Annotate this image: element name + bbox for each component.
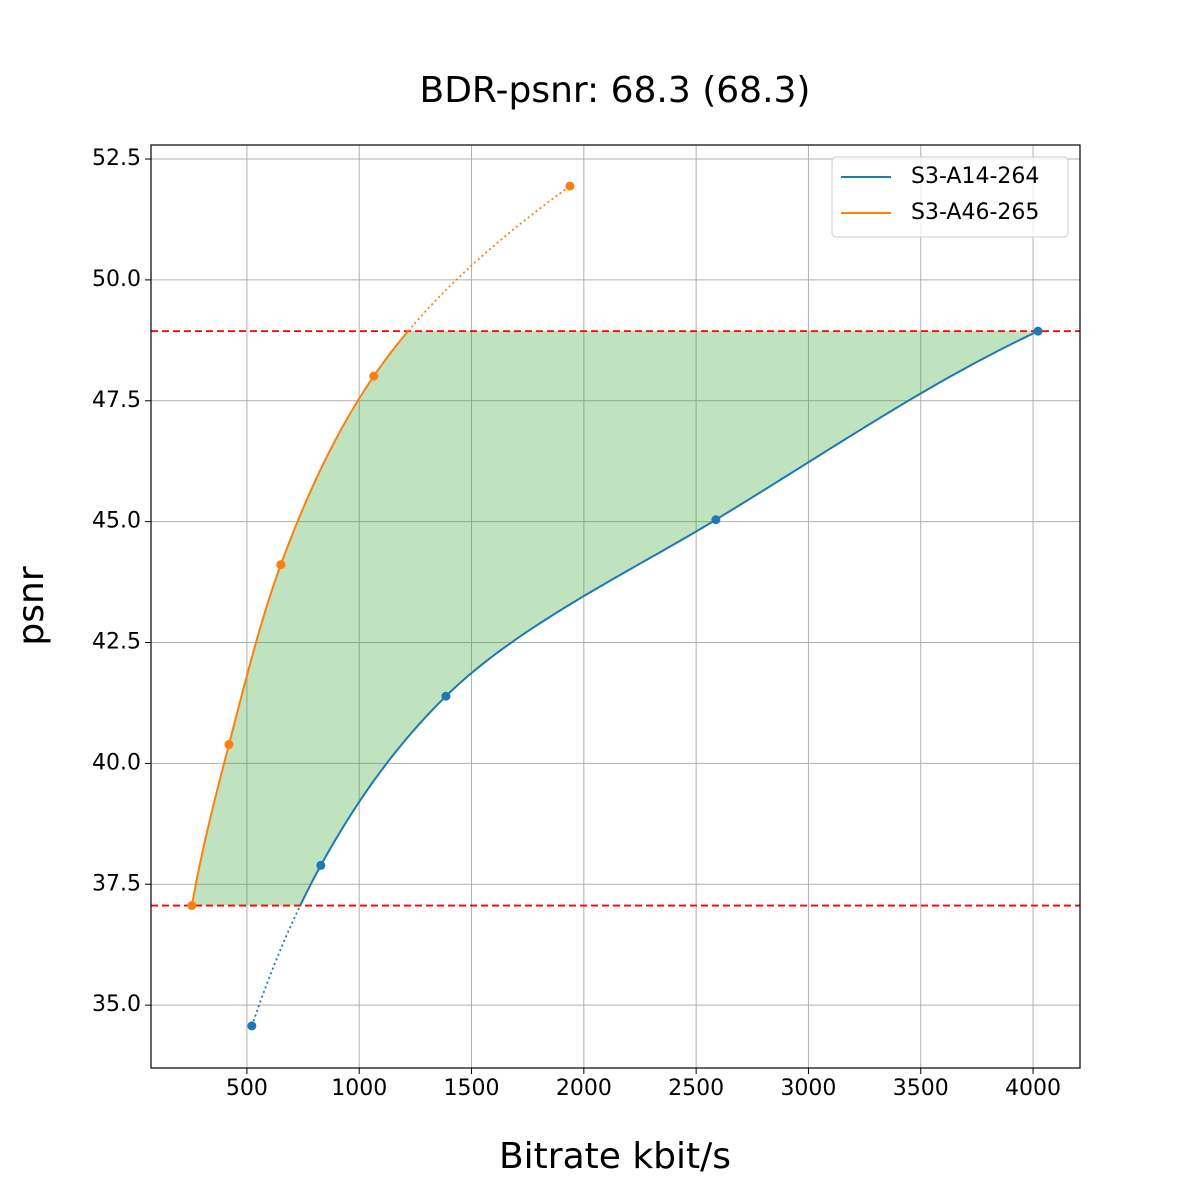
fit-curve [190,330,409,906]
legend-label: S3-A46-265 [911,200,1039,225]
y-tick-label: 45.0 [92,509,141,534]
x-tick-label: 3000 [780,1076,836,1101]
data-point [224,740,234,750]
plot-area [151,181,1080,1031]
bd-area [191,331,1038,906]
data-point [316,860,326,870]
grid [151,145,1080,1068]
data-point [1033,326,1043,336]
legend-label: S3-A14-264 [911,164,1039,189]
x-tick-label: 2500 [668,1076,724,1101]
x-tick-label: 4000 [1005,1076,1061,1101]
y-tick-label: 37.5 [92,871,141,896]
data-point [276,560,286,570]
data-point [711,515,721,525]
x-tick-label: 3500 [893,1076,949,1101]
data-point [441,691,451,701]
y-axis-label: psnr [11,566,52,645]
data-point [247,1021,257,1031]
axes-frame [150,144,1081,1069]
x-axis-label: Bitrate kbit/s [499,1136,731,1177]
x-tick-label: 500 [226,1076,268,1101]
y-tick-label: 52.5 [92,146,141,171]
fit-curve [299,330,1039,906]
y-tick-label: 40.0 [92,750,141,775]
fit-curve-extrapolated [407,185,571,332]
data-point [369,371,379,381]
fit-curve-extrapolated [250,905,302,1027]
data-point [565,181,575,191]
legend: S3-A14-264 S3-A46-265 [831,156,1069,238]
y-tick-label: 47.5 [92,388,141,413]
x-tick-label: 1000 [331,1076,387,1101]
y-tick-label: 42.5 [92,630,141,655]
y-tick-label: 50.0 [92,267,141,292]
y-tick-label: 35.0 [92,992,141,1017]
x-tick-label: 2000 [556,1076,612,1101]
ticks: 500 1000 1500 2000 2500 3000 3500 4000 35.0 37.5 4… [92,146,1061,1101]
chart-title: BDR-psnr: 68.3 (68.3) [420,70,811,111]
x-tick-label: 1500 [444,1076,500,1101]
data-point [187,901,197,911]
